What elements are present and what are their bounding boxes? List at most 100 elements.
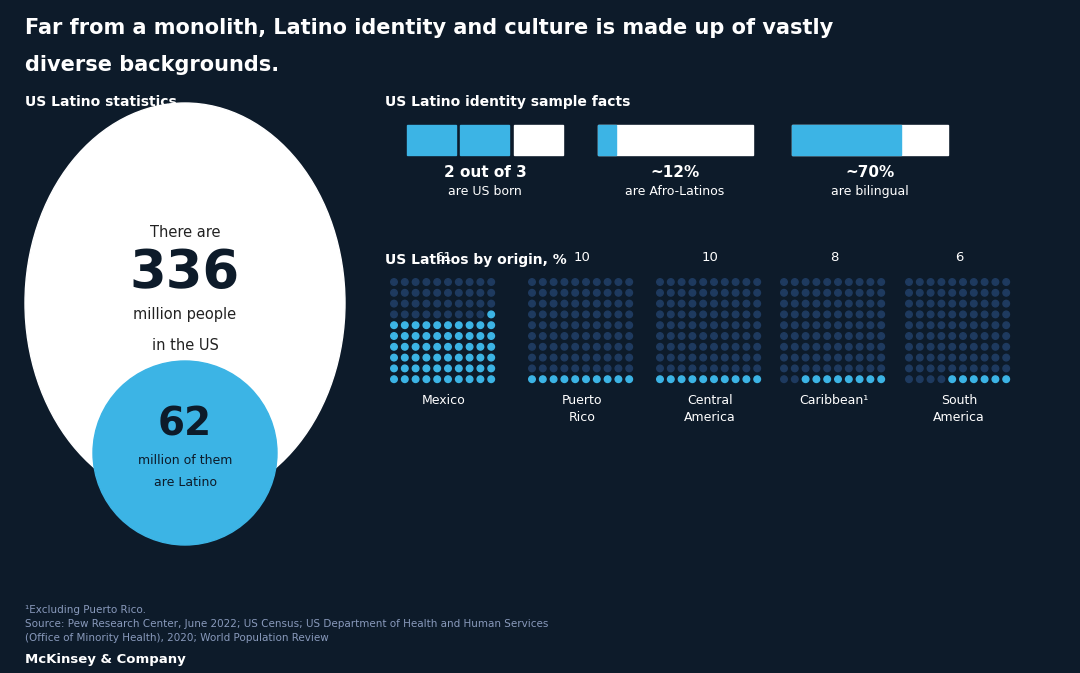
Circle shape — [700, 311, 706, 318]
Circle shape — [594, 311, 600, 318]
Text: 10: 10 — [702, 251, 718, 264]
Circle shape — [721, 365, 728, 371]
Circle shape — [562, 311, 568, 318]
Circle shape — [802, 279, 809, 285]
Circle shape — [657, 332, 663, 339]
Circle shape — [856, 332, 863, 339]
Circle shape — [993, 289, 999, 296]
Circle shape — [551, 279, 557, 285]
Circle shape — [413, 300, 419, 307]
Circle shape — [678, 279, 685, 285]
Circle shape — [391, 300, 397, 307]
Circle shape — [846, 322, 852, 328]
Circle shape — [792, 376, 798, 382]
Circle shape — [583, 343, 590, 350]
Circle shape — [445, 365, 451, 371]
Text: 336: 336 — [130, 247, 240, 299]
Circle shape — [982, 279, 988, 285]
Circle shape — [743, 322, 750, 328]
Circle shape — [743, 332, 750, 339]
Circle shape — [743, 289, 750, 296]
Circle shape — [423, 332, 430, 339]
Circle shape — [529, 322, 536, 328]
Circle shape — [754, 343, 760, 350]
Circle shape — [928, 332, 934, 339]
Text: million people: million people — [134, 308, 237, 322]
Circle shape — [835, 322, 841, 328]
Circle shape — [678, 322, 685, 328]
Circle shape — [867, 322, 874, 328]
Bar — [597, 125, 753, 155]
Circle shape — [835, 354, 841, 361]
Circle shape — [846, 332, 852, 339]
Circle shape — [960, 354, 967, 361]
Circle shape — [583, 354, 590, 361]
Circle shape — [678, 289, 685, 296]
Circle shape — [626, 365, 633, 371]
Circle shape — [529, 279, 536, 285]
Circle shape — [488, 376, 495, 382]
Circle shape — [960, 322, 967, 328]
Text: 62: 62 — [158, 406, 212, 444]
Circle shape — [434, 279, 441, 285]
Circle shape — [434, 343, 441, 350]
Circle shape — [846, 354, 852, 361]
Circle shape — [605, 376, 611, 382]
Circle shape — [529, 289, 536, 296]
Circle shape — [605, 332, 611, 339]
Circle shape — [594, 354, 600, 361]
Circle shape — [781, 365, 787, 371]
Circle shape — [743, 343, 750, 350]
Circle shape — [711, 376, 717, 382]
Text: 2 out of 3: 2 out of 3 — [444, 165, 526, 180]
Circle shape — [949, 311, 956, 318]
Circle shape — [605, 289, 611, 296]
Circle shape — [657, 279, 663, 285]
Circle shape — [540, 279, 546, 285]
Circle shape — [657, 365, 663, 371]
Circle shape — [721, 289, 728, 296]
Circle shape — [813, 376, 820, 382]
Circle shape — [878, 311, 885, 318]
Circle shape — [402, 332, 408, 339]
Circle shape — [813, 289, 820, 296]
Circle shape — [982, 343, 988, 350]
Circle shape — [477, 289, 484, 296]
Circle shape — [700, 300, 706, 307]
Circle shape — [721, 343, 728, 350]
Circle shape — [423, 322, 430, 328]
Circle shape — [949, 322, 956, 328]
Circle shape — [434, 289, 441, 296]
Circle shape — [939, 279, 945, 285]
Circle shape — [667, 365, 674, 371]
Bar — [597, 125, 616, 155]
Circle shape — [939, 332, 945, 339]
Circle shape — [700, 322, 706, 328]
Circle shape — [867, 279, 874, 285]
Circle shape — [1003, 365, 1010, 371]
Circle shape — [434, 300, 441, 307]
Circle shape — [1003, 332, 1010, 339]
Circle shape — [391, 354, 397, 361]
Circle shape — [467, 376, 473, 382]
Circle shape — [824, 365, 831, 371]
Circle shape — [792, 279, 798, 285]
Circle shape — [993, 311, 999, 318]
Circle shape — [939, 300, 945, 307]
Circle shape — [982, 354, 988, 361]
Circle shape — [423, 289, 430, 296]
Circle shape — [434, 354, 441, 361]
Circle shape — [572, 365, 579, 371]
Circle shape — [678, 300, 685, 307]
Circle shape — [445, 354, 451, 361]
Circle shape — [813, 365, 820, 371]
Circle shape — [402, 354, 408, 361]
Circle shape — [711, 343, 717, 350]
Circle shape — [456, 300, 462, 307]
Circle shape — [732, 322, 739, 328]
Circle shape — [551, 300, 557, 307]
Circle shape — [824, 279, 831, 285]
Circle shape — [917, 343, 923, 350]
Circle shape — [867, 311, 874, 318]
Circle shape — [657, 343, 663, 350]
